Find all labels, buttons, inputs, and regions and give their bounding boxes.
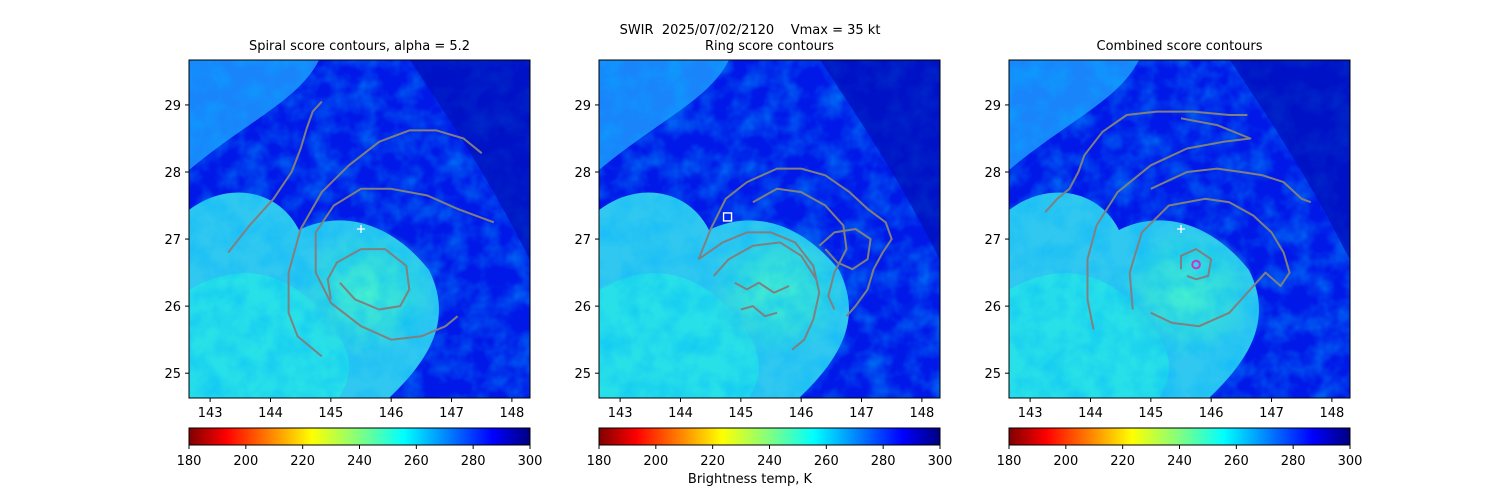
y-tick-label-29: 29 xyxy=(164,99,181,114)
cbar-tick-label-180: 180 xyxy=(177,454,202,469)
contour-6 xyxy=(818,228,872,271)
cbar-tick-label-240: 240 xyxy=(347,454,372,469)
x-tick-label-145: 145 xyxy=(318,406,343,421)
cbar-tick-label-200: 200 xyxy=(643,454,668,469)
axes-frame xyxy=(188,59,531,399)
cbar-tick-label-180: 180 xyxy=(997,454,1022,469)
cold-region-east xyxy=(410,60,530,260)
y-tick-label-26: 26 xyxy=(164,300,181,315)
panel-ring: 143 144 145 146 147 148 25 26 27 28 29 180 200 220 240… xyxy=(574,59,953,469)
x-tick-label-147: 147 xyxy=(1259,406,1284,421)
contour-4 xyxy=(1044,110,1248,213)
contour-5 xyxy=(740,305,778,318)
y-tick-label-25: 25 xyxy=(984,367,1001,382)
cbar-tick-label-220: 220 xyxy=(1110,454,1135,469)
cbar-tick-label-200: 200 xyxy=(1053,454,1078,469)
y-tick-label-25: 25 xyxy=(164,367,181,382)
contour-0 xyxy=(326,248,411,311)
cbar-tick-label-280: 280 xyxy=(1281,454,1306,469)
x-tick-label-144: 144 xyxy=(668,406,693,421)
cbar-tick-label-280: 280 xyxy=(461,454,486,469)
x-tick-label-143: 143 xyxy=(198,406,223,421)
x-tick-label-145: 145 xyxy=(1138,406,1163,421)
cbar-tick-label-240: 240 xyxy=(1167,454,1192,469)
y-tick-label-25: 25 xyxy=(574,367,591,382)
x-tick-label-143: 143 xyxy=(1018,406,1043,421)
colorbar xyxy=(1008,427,1351,446)
panel-combined: 143 144 145 146 147 148 25 26 27 28 29 180 200 220 240… xyxy=(984,59,1363,469)
x-tick-label-148: 148 xyxy=(1319,406,1344,421)
y-tick-label-28: 28 xyxy=(164,166,181,181)
contour-1 xyxy=(698,231,821,351)
contour-1 xyxy=(287,129,483,358)
axes-frame xyxy=(1008,59,1351,399)
cbar-tick-label-240: 240 xyxy=(757,454,782,469)
contour-3 xyxy=(227,100,323,254)
y-tick-label-29: 29 xyxy=(574,99,591,114)
cbar-tick-label-300: 300 xyxy=(928,454,953,469)
axes-frame xyxy=(598,59,941,399)
contour-1 xyxy=(1086,117,1252,330)
panel-title-combined: Combined score contours xyxy=(1096,39,1263,54)
y-tick-label-27: 27 xyxy=(164,233,181,248)
cold-region-east xyxy=(820,60,940,260)
y-tick-label-27: 27 xyxy=(574,233,591,248)
y-tick-label-28: 28 xyxy=(574,166,591,181)
y-tick-label-28: 28 xyxy=(984,166,1001,181)
x-tick-label-143: 143 xyxy=(608,406,633,421)
cbar-tick-label-180: 180 xyxy=(587,454,612,469)
y-tick-label-29: 29 xyxy=(984,99,1001,114)
contour-2 xyxy=(752,187,848,310)
x-tick-label-147: 147 xyxy=(849,406,874,421)
x-tick-label-148: 148 xyxy=(499,406,524,421)
x-tick-label-146: 146 xyxy=(789,406,814,421)
center-marker-plus xyxy=(1177,225,1186,233)
x-tick-label-146: 146 xyxy=(379,406,404,421)
center-marker-plus xyxy=(357,225,366,233)
contour-2 xyxy=(1128,197,1291,328)
ir-image-ring xyxy=(599,60,940,398)
y-tick-label-27: 27 xyxy=(984,233,1001,248)
cbar-tick-label-220: 220 xyxy=(700,454,725,469)
cbar-tick-label-260: 260 xyxy=(404,454,429,469)
x-tick-label-144: 144 xyxy=(258,406,283,421)
y-tick-label-26: 26 xyxy=(984,300,1001,315)
figure-suptitle: SWIR 2025/07/02/2120 Vmax = 35 kt xyxy=(619,23,881,38)
center-marker-square xyxy=(722,212,733,222)
x-tick-label-146: 146 xyxy=(1199,406,1224,421)
cbar-tick-label-300: 300 xyxy=(1338,454,1363,469)
contour-3 xyxy=(1150,167,1312,204)
panel-title-spiral: Spiral score contours, alpha = 5.2 xyxy=(248,39,471,54)
cbar-tick-label-220: 220 xyxy=(290,454,315,469)
cbar-tick-label-300: 300 xyxy=(518,454,543,469)
contour-4 xyxy=(734,281,790,294)
cbar-tick-label-280: 280 xyxy=(871,454,896,469)
y-tick-label-26: 26 xyxy=(574,300,591,315)
contour-2 xyxy=(314,187,495,341)
colorbar-label: Brightness temp, K xyxy=(687,472,813,487)
panel-title-ring: Ring score contours xyxy=(704,39,835,54)
contour-0 xyxy=(1180,248,1213,281)
colorbar xyxy=(188,427,531,446)
center-marker-circle xyxy=(1191,259,1201,270)
cold-region-east xyxy=(1230,60,1350,260)
cbar-tick-label-260: 260 xyxy=(814,454,839,469)
contour-3 xyxy=(712,241,818,280)
x-tick-label-144: 144 xyxy=(1078,406,1103,421)
panel-spiral: 143 144 145 146 147 148 25 26 27 28 29 180 200 220 240… xyxy=(164,59,543,469)
x-tick-label-145: 145 xyxy=(728,406,753,421)
cbar-tick-label-260: 260 xyxy=(1224,454,1249,469)
x-tick-label-148: 148 xyxy=(909,406,934,421)
contour-0 xyxy=(697,167,893,317)
ir-image-combined xyxy=(1009,60,1350,398)
cbar-tick-label-200: 200 xyxy=(233,454,258,469)
ir-image-spiral xyxy=(189,60,530,398)
colorbar xyxy=(598,427,941,446)
x-tick-label-147: 147 xyxy=(439,406,464,421)
